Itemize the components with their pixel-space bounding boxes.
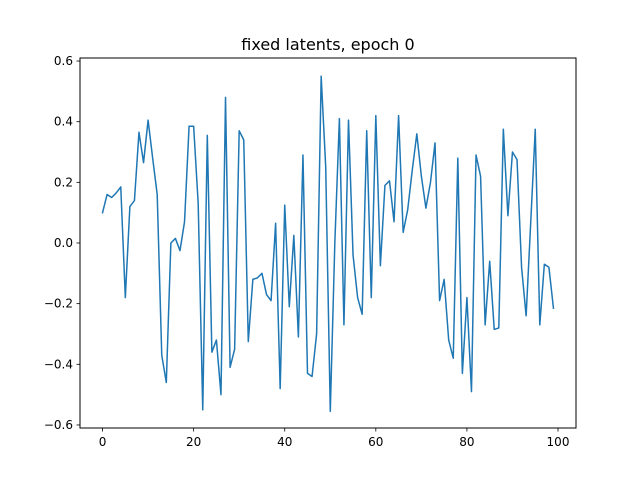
- x-tick-label: 20: [186, 435, 201, 449]
- y-tick-label: −0.6: [44, 418, 73, 432]
- chart-title: fixed latents, epoch 0: [241, 35, 414, 54]
- plot-area: [101, 75, 555, 413]
- y-tick-label: −0.4: [44, 357, 73, 371]
- series-line-0: [101, 75, 555, 413]
- x-axis: 0 20 40 60 80 100: [99, 428, 570, 449]
- y-tick-label: 0.6: [54, 54, 73, 68]
- y-axis: −0.6 −0.4 −0.2 0.0 0.2 0.4 0.6: [44, 54, 80, 432]
- x-tick-label: 100: [547, 435, 570, 449]
- y-tick-label: 0.4: [54, 115, 73, 129]
- x-tick-label: 0: [99, 435, 107, 449]
- y-tick-label: 0.2: [54, 175, 73, 189]
- y-tick-label: −0.2: [44, 297, 73, 311]
- x-tick-label: 40: [277, 435, 292, 449]
- y-tick-label: 0.0: [54, 236, 73, 250]
- x-tick-label: 60: [368, 435, 383, 449]
- axes-frame: [79, 57, 577, 429]
- x-tick-label: 80: [459, 435, 474, 449]
